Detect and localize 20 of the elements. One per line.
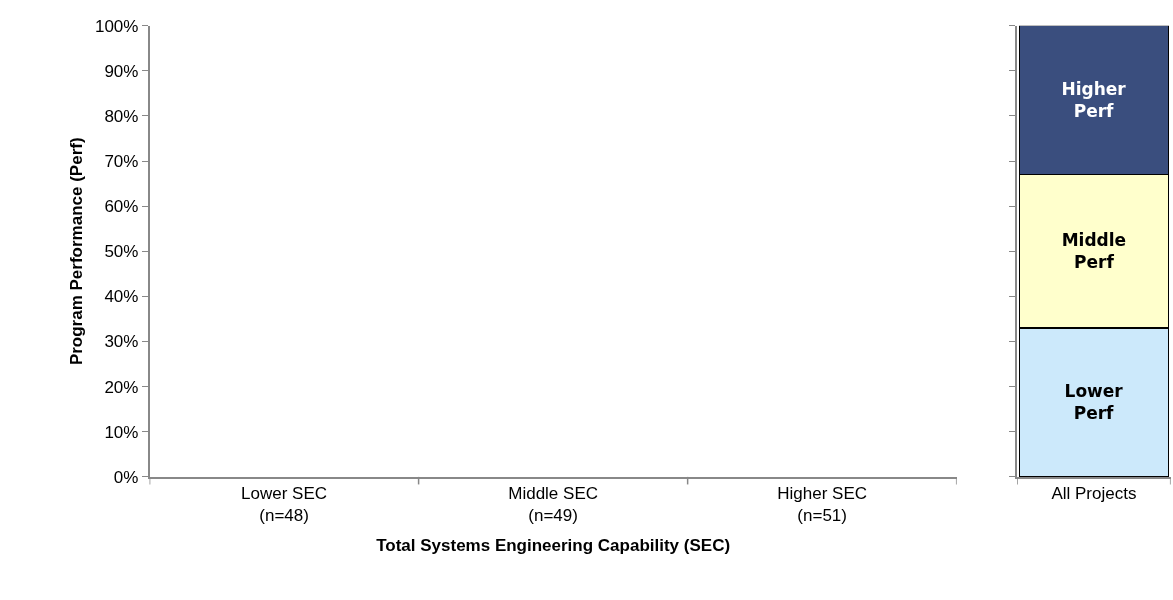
y-tick-label: 0% (113, 467, 139, 487)
y-tick-label: 70% (104, 151, 139, 171)
y-tick-label: 20% (104, 377, 139, 397)
y-tick-label: 10% (104, 422, 139, 442)
y-tick-label: 50% (104, 242, 139, 262)
y-tick-label: 100% (94, 16, 139, 36)
y-tick-label: 40% (104, 287, 139, 307)
y-axis-title: Program Performance (Perf) (66, 137, 86, 366)
x-axis-title: Total Systems Engineering Capability (SEC) (376, 536, 731, 556)
y-tick-label: 60% (104, 197, 139, 217)
x-tick-label: Middle SEC (n=49) (508, 484, 598, 526)
series-label: Lower Perf (1064, 381, 1124, 424)
y-tick-label: 80% (104, 106, 139, 126)
x-tick-label: All Projects (1051, 484, 1137, 504)
x-tick-label: Higher SEC (n=51) (777, 484, 868, 526)
series-label: Middle Perf (1061, 230, 1127, 273)
y-tick-label: 30% (104, 332, 139, 352)
series-label: Higher Perf (1061, 79, 1127, 122)
x-tick-label: Lower SEC (n=48) (241, 484, 328, 526)
y-tick-label: 90% (104, 61, 139, 81)
